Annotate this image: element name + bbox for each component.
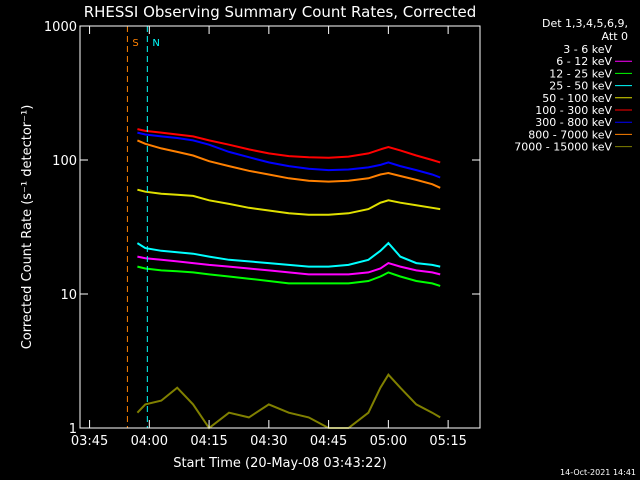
legend-label-1: 6 - 12 keV	[556, 55, 612, 68]
series-line-4	[137, 188, 441, 216]
legend-label-8: 7000 - 15000 keV	[514, 141, 612, 154]
y-axis-label: Corrected Count Rate (s⁻¹ detector⁻¹)	[20, 105, 35, 350]
x-tick-label-4: 04:45	[310, 434, 347, 449]
generation-timestamp: 14-Oct-2021 14:41	[560, 468, 636, 477]
x-tick-label-2: 04:15	[190, 434, 227, 449]
legend-label-5: 100 - 300 keV	[535, 104, 612, 117]
series-line-7	[137, 139, 441, 189]
chart-title: RHESSI Observing Summary Count Rates, Co…	[84, 3, 477, 21]
x-tick-label-1: 04:00	[131, 434, 168, 449]
legend-header: Det 1,3,4,5,6,9, Att 0	[542, 17, 628, 43]
series-line-8	[136, 373, 441, 430]
legend-header-line2: Att 0	[602, 30, 628, 43]
series-line-1	[137, 255, 441, 276]
x-tick-label-3: 04:30	[250, 434, 287, 449]
series-line-6	[137, 131, 441, 179]
series-layer	[136, 128, 441, 430]
plot-frame	[79, 25, 481, 429]
legend-label-4: 50 - 100 keV	[542, 92, 612, 105]
x-tick-label-5: 05:00	[370, 434, 407, 449]
y-tick-label-0: 1	[69, 422, 77, 437]
x-tick-label-6: 05:15	[429, 434, 466, 449]
legend-label-0: 3 - 6 keV	[563, 43, 612, 56]
y-tick-label-3: 1000	[44, 20, 77, 35]
series-line-3	[136, 241, 441, 268]
legend-label-7: 800 - 7000 keV	[528, 128, 612, 141]
series-line-2	[137, 265, 441, 287]
x-axis-label: Start Time (20-May-08 03:43:22)	[173, 456, 387, 471]
y-axis: 1 10 100 1000	[44, 20, 480, 437]
legend-label-2: 12 - 25 keV	[549, 67, 612, 80]
legend-header-line1: Det 1,3,4,5,6,9,	[542, 17, 628, 30]
marker-label-0: S	[132, 38, 138, 49]
series-line-5	[137, 128, 441, 164]
marker-label-1: N	[152, 38, 159, 49]
x-tick-label-0: 03:45	[71, 434, 108, 449]
y-tick-label-2: 100	[52, 154, 77, 169]
legend-label-3: 25 - 50 keV	[549, 80, 612, 93]
series-line-0	[137, 293, 441, 325]
y-tick-label-1: 10	[60, 288, 77, 303]
legend-label-6: 300 - 800 keV	[535, 116, 612, 129]
x-axis: 03:45 04:00 04:15 04:30 04:45 05:00 05:15	[71, 26, 467, 449]
